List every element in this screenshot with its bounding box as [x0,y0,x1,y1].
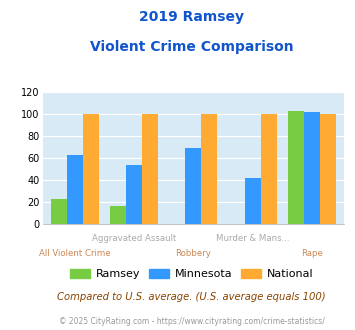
Text: Murder & Mans...: Murder & Mans... [216,234,289,243]
Bar [126,165,142,224]
Bar [288,111,304,224]
Bar [320,115,336,224]
Bar [51,199,67,224]
Legend: Ramsey, Minnesota, National: Ramsey, Minnesota, National [66,265,318,284]
Bar [110,206,126,224]
Text: All Violent Crime: All Violent Crime [39,249,111,258]
Bar [202,115,217,224]
Text: © 2025 CityRating.com - https://www.cityrating.com/crime-statistics/: © 2025 CityRating.com - https://www.city… [59,317,324,326]
Text: Rape: Rape [301,249,323,258]
Text: Aggravated Assault: Aggravated Assault [92,234,176,243]
Bar [261,115,277,224]
Bar [245,178,261,224]
Text: Violent Crime Comparison: Violent Crime Comparison [90,40,294,53]
Bar [304,112,320,224]
Bar [83,115,99,224]
Text: 2019 Ramsey: 2019 Ramsey [139,10,244,24]
Text: Compared to U.S. average. (U.S. average equals 100): Compared to U.S. average. (U.S. average … [58,292,326,302]
Bar [142,115,158,224]
Bar [186,148,202,224]
Bar [67,155,83,224]
Text: Robbery: Robbery [175,249,212,258]
